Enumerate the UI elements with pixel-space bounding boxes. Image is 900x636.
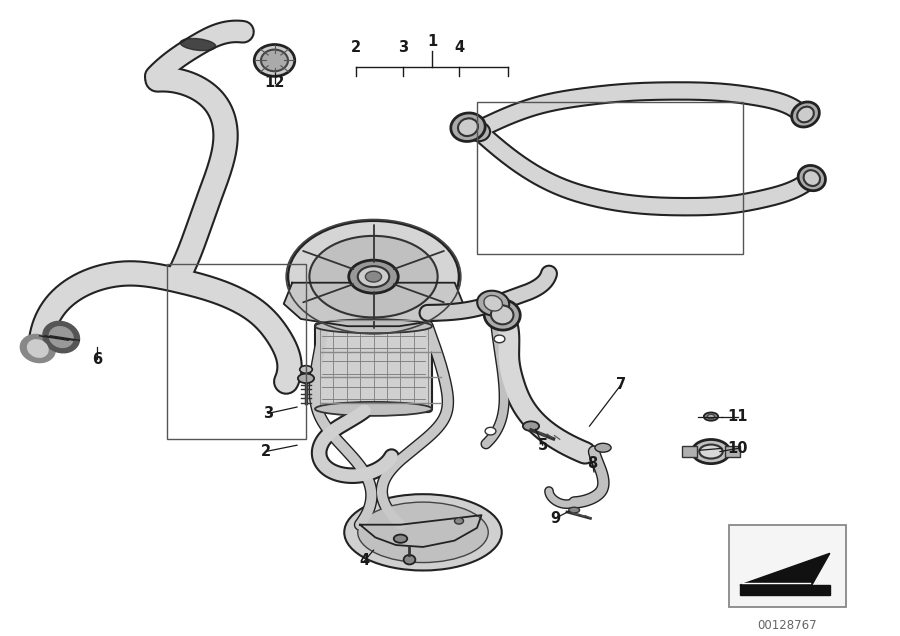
Bar	[682, 446, 697, 457]
Text: 2: 2	[260, 444, 271, 459]
Text: 10: 10	[728, 441, 748, 456]
Ellipse shape	[484, 300, 520, 330]
Ellipse shape	[451, 113, 485, 141]
Ellipse shape	[704, 413, 718, 421]
Text: 2: 2	[350, 40, 361, 55]
Ellipse shape	[804, 170, 820, 186]
Text: 4: 4	[359, 553, 370, 569]
Ellipse shape	[43, 321, 79, 353]
Text: 11: 11	[728, 409, 748, 424]
Ellipse shape	[298, 373, 314, 383]
Ellipse shape	[288, 221, 459, 333]
Text: 1: 1	[427, 34, 437, 49]
Ellipse shape	[454, 518, 464, 524]
Ellipse shape	[798, 165, 825, 191]
Ellipse shape	[494, 335, 505, 343]
Ellipse shape	[21, 335, 55, 363]
Ellipse shape	[403, 555, 415, 565]
Ellipse shape	[254, 45, 295, 76]
Polygon shape	[284, 282, 464, 326]
Ellipse shape	[315, 402, 432, 416]
Polygon shape	[360, 515, 482, 547]
Text: 3: 3	[398, 40, 409, 55]
Ellipse shape	[393, 534, 407, 543]
Ellipse shape	[569, 508, 580, 513]
Text: 8: 8	[587, 455, 598, 471]
Polygon shape	[740, 585, 830, 595]
Ellipse shape	[485, 427, 496, 435]
Ellipse shape	[491, 305, 514, 324]
Ellipse shape	[468, 122, 490, 141]
Ellipse shape	[699, 445, 723, 459]
Ellipse shape	[365, 271, 382, 282]
Ellipse shape	[310, 236, 437, 317]
Bar	[725, 446, 740, 457]
Text: 00128767: 00128767	[758, 619, 817, 632]
Ellipse shape	[477, 291, 509, 316]
Ellipse shape	[28, 340, 48, 357]
Text: 9: 9	[550, 511, 561, 526]
Ellipse shape	[692, 439, 730, 464]
Text: 4: 4	[454, 40, 464, 55]
Ellipse shape	[358, 266, 389, 287]
Ellipse shape	[261, 50, 288, 71]
Ellipse shape	[523, 421, 539, 431]
Ellipse shape	[50, 327, 73, 347]
Ellipse shape	[458, 118, 478, 136]
Polygon shape	[740, 553, 830, 585]
FancyBboxPatch shape	[315, 323, 432, 412]
Ellipse shape	[300, 366, 312, 373]
Ellipse shape	[595, 443, 611, 452]
Bar	[166, 264, 306, 439]
Ellipse shape	[797, 107, 814, 122]
Text: 6: 6	[92, 352, 103, 367]
Ellipse shape	[349, 260, 398, 293]
Bar	[729, 525, 846, 607]
Ellipse shape	[792, 102, 819, 127]
Ellipse shape	[315, 319, 432, 333]
Ellipse shape	[484, 296, 502, 311]
Ellipse shape	[344, 494, 502, 570]
Ellipse shape	[707, 415, 715, 418]
Text: 5: 5	[537, 438, 548, 453]
Bar	[477, 102, 742, 254]
Text: 3: 3	[263, 406, 274, 421]
Ellipse shape	[180, 38, 216, 51]
Ellipse shape	[358, 502, 488, 562]
Text: 12: 12	[265, 75, 284, 90]
Text: 7: 7	[616, 377, 626, 392]
